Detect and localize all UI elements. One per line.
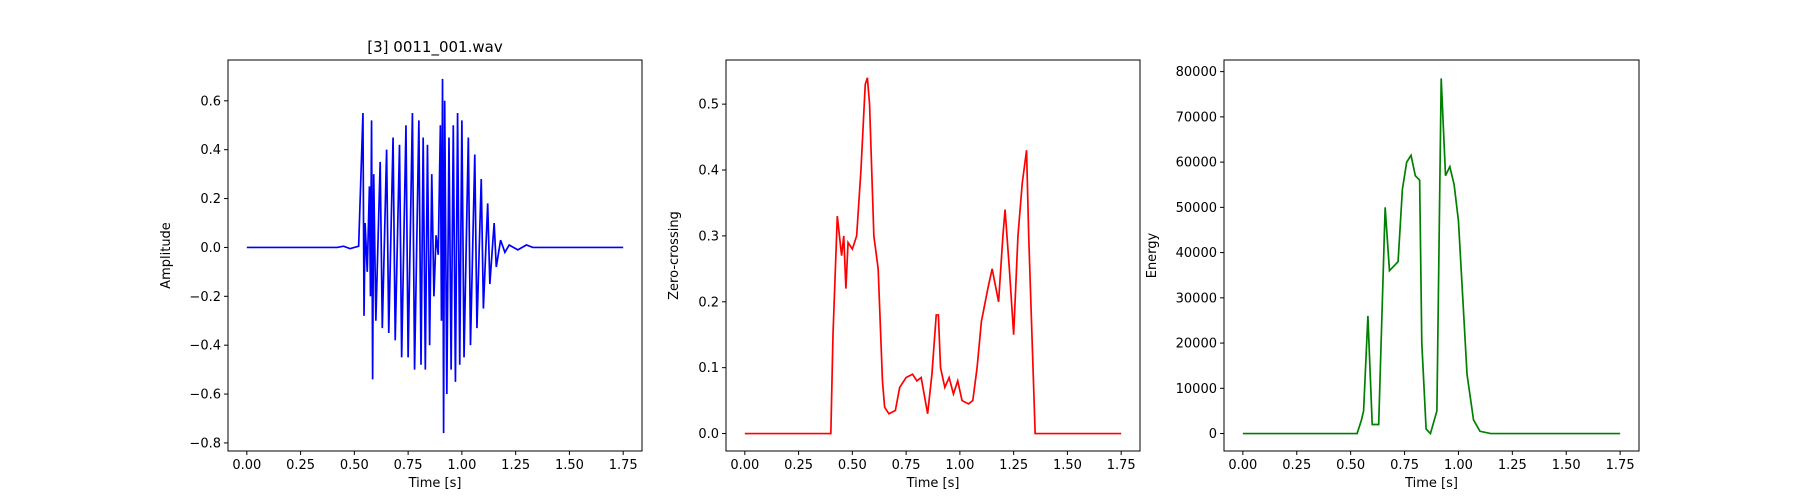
x-tick-label: 1.50 xyxy=(555,458,584,473)
x-tick-label: 0.00 xyxy=(1228,458,1257,473)
y-tick-label: 50000 xyxy=(1176,201,1217,216)
y-tick-label: 0.5 xyxy=(698,98,719,113)
y-tick-label: 0.1 xyxy=(698,361,719,376)
y-tick-label: 60000 xyxy=(1176,156,1217,171)
data-line xyxy=(744,77,1122,435)
x-tick-label: 0.75 xyxy=(892,458,921,473)
chart-title: [3] 0011_001.wav xyxy=(367,38,503,57)
y-tick-label: 40000 xyxy=(1176,246,1217,261)
y-tick-label: 0.6 xyxy=(200,94,221,109)
x-tick-label: 1.00 xyxy=(945,458,974,473)
x-tick-label: 0.25 xyxy=(1282,458,1311,473)
y-tick-label: 10000 xyxy=(1176,382,1217,397)
x-tick-label: 0.75 xyxy=(394,458,423,473)
axes-frame xyxy=(227,59,643,452)
x-tick-label: 0.50 xyxy=(340,458,369,473)
y-tick-label: 0.2 xyxy=(200,192,221,207)
x-tick-label: 1.50 xyxy=(1552,458,1581,473)
y-tick-label: 0.4 xyxy=(200,143,221,158)
x-tick-label: 1.75 xyxy=(1606,458,1635,473)
axes-frame xyxy=(1223,59,1640,452)
x-axis-label: Time [s] xyxy=(906,476,960,491)
x-tick-label: 0.25 xyxy=(784,458,813,473)
y-tick-label: 0.0 xyxy=(698,427,719,442)
y-tick-label: 70000 xyxy=(1176,110,1217,125)
y-tick-label: −0.8 xyxy=(189,436,221,451)
y-axis-label: Zero-crossing xyxy=(667,211,682,300)
x-tick-label: 0.75 xyxy=(1390,458,1419,473)
y-axis-label: Amplitude xyxy=(159,222,174,289)
y-tick-label: 0.0 xyxy=(200,241,221,256)
x-tick-label: 1.00 xyxy=(1444,458,1473,473)
y-tick-label: 20000 xyxy=(1176,337,1217,352)
y-tick-label: 80000 xyxy=(1176,65,1217,80)
x-tick-label: 1.75 xyxy=(1107,458,1136,473)
y-tick-label: 0 xyxy=(1209,427,1217,442)
x-tick-label: 1.25 xyxy=(1498,458,1527,473)
y-tick-label: 0.3 xyxy=(698,229,719,244)
y-tick-label: 0.4 xyxy=(698,164,719,179)
y-axis-label: Energy xyxy=(1145,232,1160,278)
x-tick-label: 1.25 xyxy=(999,458,1028,473)
y-tick-label: −0.2 xyxy=(189,290,221,305)
y-tick-label: 30000 xyxy=(1176,291,1217,306)
x-tick-label: 0.00 xyxy=(730,458,759,473)
x-axis-label: Time [s] xyxy=(1404,476,1458,491)
y-tick-label: −0.6 xyxy=(189,388,221,403)
x-tick-label: 0.50 xyxy=(838,458,867,473)
x-tick-label: 1.50 xyxy=(1053,458,1082,473)
y-tick-label: 0.2 xyxy=(698,295,719,310)
x-tick-label: 0.50 xyxy=(1336,458,1365,473)
x-tick-label: 0.25 xyxy=(286,458,315,473)
data-line xyxy=(1242,78,1621,436)
data-line xyxy=(246,78,624,434)
x-tick-label: 1.00 xyxy=(447,458,476,473)
x-tick-label: 1.75 xyxy=(609,458,638,473)
x-tick-label: 0.00 xyxy=(232,458,261,473)
y-tick-label: −0.4 xyxy=(189,339,221,354)
axes-frame xyxy=(725,59,1141,452)
x-axis-label: Time [s] xyxy=(408,476,462,491)
x-tick-label: 1.25 xyxy=(501,458,530,473)
